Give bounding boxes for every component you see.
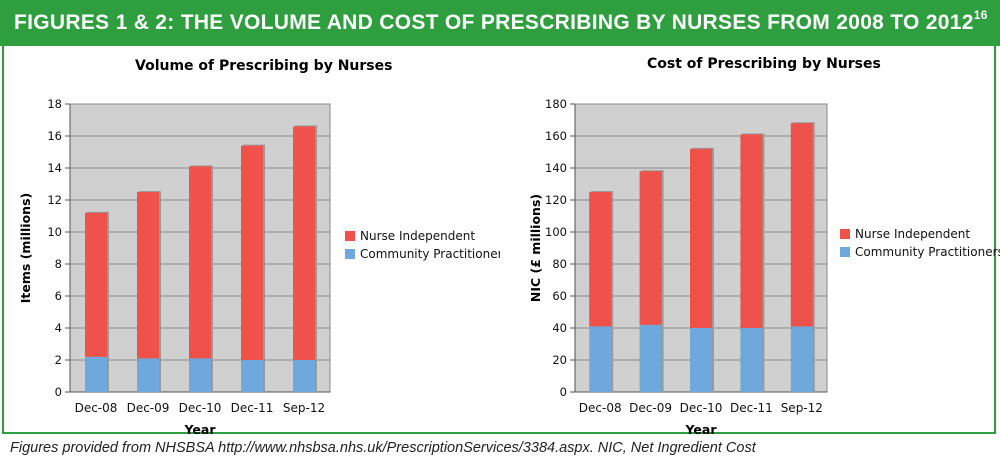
chart-title-volume: Volume of Prescribing by Nurses [135,58,393,74]
figure-title: FIGURES 1 & 2: THE VOLUME AND COST OF PR… [14,8,988,35]
bar-nurse-independent [790,123,813,327]
cost-chart: 0 20 40 60 80 100 120 140 160 180 Dec-08 Dec-09 Dec-… [528,97,1000,437]
y-tick-label: 4 [55,321,62,335]
chart-title-cost: Cost of Prescribing by Nurses [647,56,881,72]
bar-nurse-independent [137,192,159,359]
bar-community-practitioners [790,326,813,392]
bar-nurse-independent [85,212,107,357]
y-tick-label: 18 [47,97,62,111]
y-tick-label: 10 [47,225,62,239]
bar-community-practitioners [740,328,763,392]
bar-community-practitioners [189,358,211,392]
x-tick-label: Dec-09 [629,401,672,415]
x-tick-label: Dec-10 [680,401,723,415]
y-tick-label: 0 [560,385,567,399]
y-tick-label: 120 [545,193,567,207]
y-axis-label: Items (millions) [18,193,33,303]
y-tick-label: 14 [47,161,62,175]
figure-footnote: Figures provided from NHSBSA http://www.… [10,440,756,456]
bar-nurse-independent [241,145,263,360]
y-tick-label: 140 [545,161,567,175]
x-tick-label: Sep-12 [283,401,325,415]
x-tick-label: Dec-08 [579,401,622,415]
legend-swatch [345,231,355,241]
y-tick-label: 8 [55,257,62,271]
bar-community-practitioners [639,324,662,392]
figure-title-superscript: 16 [973,8,988,22]
legend-swatch [840,229,850,239]
x-tick-label: Dec-08 [75,401,118,415]
volume-chart: 0 2 4 6 8 10 12 14 16 18 Dec-08 Dec-09 Dec-10 Dec-11 S… [18,97,500,437]
legend-swatch [345,249,355,259]
bar-community-practitioners [690,328,712,392]
y-tick-label: 60 [552,289,567,303]
bar-community-practitioners [241,360,263,392]
y-tick-label: 0 [55,385,62,399]
bar-community-practitioners [137,358,159,392]
legend-label: Community Practitioners [360,247,500,261]
x-tick-label: Dec-10 [179,401,222,415]
bar-nurse-independent [740,134,763,328]
figure-title-text: FIGURES 1 & 2: THE VOLUME AND COST OF PR… [14,11,974,34]
x-tick-label: Sep-12 [781,401,823,415]
bar-nurse-independent [690,148,712,328]
bar-nurse-independent [639,171,662,325]
y-tick-label: 160 [545,129,567,143]
x-axis-label: Year [184,422,217,437]
x-tick-label: Dec-09 [127,401,170,415]
x-axis-label: Year [685,422,718,437]
y-tick-label: 100 [545,225,567,239]
bar-nurse-independent [293,126,315,361]
y-tick-label: 16 [47,129,62,143]
figure-frame [2,46,996,434]
x-tick-label: Dec-11 [730,401,773,415]
y-tick-label: 180 [545,97,567,111]
bar-community-practitioners [293,360,315,392]
y-tick-label: 12 [47,193,62,207]
figure-banner: FIGURES 1 & 2: THE VOLUME AND COST OF PR… [0,0,1000,46]
legend-swatch [840,247,850,257]
y-tick-label: 6 [55,289,62,303]
bar-community-practitioners [589,326,612,392]
y-tick-label: 40 [552,321,567,335]
y-tick-label: 80 [552,257,567,271]
bar-nurse-independent [189,166,211,359]
legend-label: Community Practitioners [855,245,1000,259]
y-axis-label: NIC (£ millions) [528,194,543,302]
bar-nurse-independent [589,192,612,327]
y-tick-label: 2 [55,353,62,367]
x-tick-label: Dec-11 [231,401,274,415]
bar-community-practitioners [85,356,107,392]
legend-label: Nurse Independent [360,229,475,243]
y-tick-label: 20 [552,353,567,367]
legend-label: Nurse Independent [855,227,970,241]
